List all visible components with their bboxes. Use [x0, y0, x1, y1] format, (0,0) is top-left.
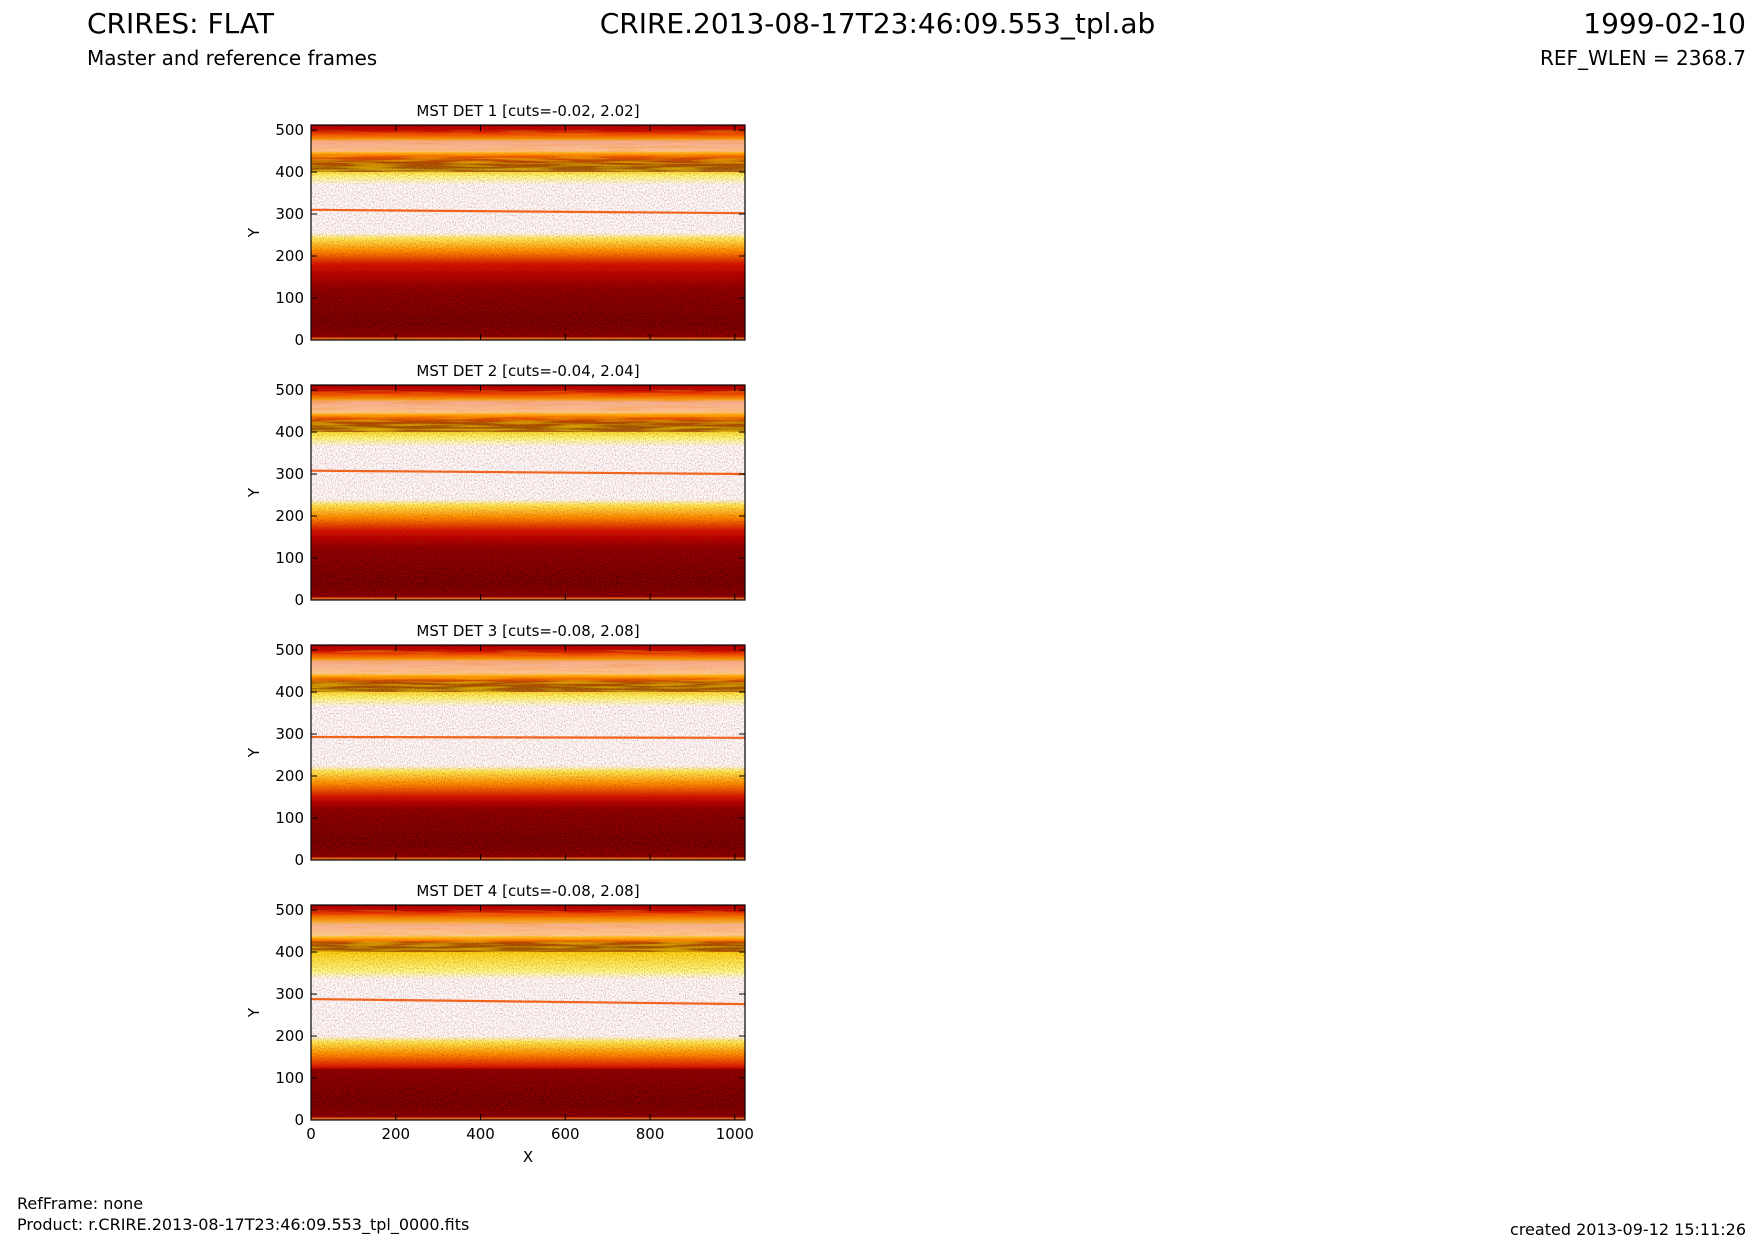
y-tick-label-1-300: 300 [275, 205, 304, 223]
image-stripes-3 [311, 650, 745, 693]
x-tick-label-4-600: 600 [551, 1125, 580, 1143]
ref-frame-note: RefFrame: none [17, 1194, 144, 1213]
slit-trace-3 [310, 735, 746, 739]
y-tick-label-4-0: 0 [294, 1111, 304, 1129]
y-axis-label-4: Y [245, 1007, 263, 1018]
panel-title-1: MST DET 1 [cuts=-0.02, 2.02] [416, 102, 639, 120]
bottom-edge-1 [311, 337, 745, 340]
bottom-edge-3 [311, 857, 745, 860]
y-axis-label-2: Y [245, 487, 263, 498]
x-tick-label-4-400: 400 [466, 1125, 495, 1143]
y-tick-label-4-400: 400 [275, 943, 304, 961]
detector-panel-2: MST DET 2 [cuts=-0.04, 2.04] 0 100 200 300 40… [245, 362, 746, 609]
y-tick-label-3-300: 300 [275, 725, 304, 743]
page-title: CRIRES: FLAT [87, 7, 274, 40]
y-tick-label-2-500: 500 [275, 381, 304, 399]
y-tick-label-3-0: 0 [294, 851, 304, 869]
y-axis-label-1: Y [245, 227, 263, 238]
slit-trace-2 [310, 469, 746, 476]
y-tick-label-4-200: 200 [275, 1027, 304, 1045]
product-filename: Product: r.CRIRE.2013-08-17T23:46:09.553… [17, 1215, 470, 1234]
image-stripes-4 [311, 910, 745, 953]
bottom-edge-4 [311, 1117, 745, 1120]
y-tick-label-1-500: 500 [275, 121, 304, 139]
panel-title-4: MST DET 4 [cuts=-0.08, 2.08] [416, 882, 639, 900]
image-stripes-2 [311, 390, 745, 433]
file-name: CRIRE.2013-08-17T23:46:09.553_tpl.ab [599, 7, 1156, 40]
x-tick-label-4-1000: 1000 [716, 1125, 754, 1143]
y-tick-label-2-300: 300 [275, 465, 304, 483]
slit-trace-1 [310, 208, 746, 215]
y-tick-label-1-100: 100 [275, 289, 304, 307]
axes-frame-4 [310, 904, 746, 1121]
x-tick-label-4-0: 0 [306, 1125, 316, 1143]
y-tick-label-3-200: 200 [275, 767, 304, 785]
detector-panel-1: MST DET 1 [cuts=-0.02, 2.02] 0 100 200 300 40… [245, 102, 746, 349]
y-tick-label-3-500: 500 [275, 641, 304, 659]
y-tick-label-2-0: 0 [294, 591, 304, 609]
y-axis-label-3: Y [245, 747, 263, 758]
y-tick-label-2-400: 400 [275, 423, 304, 441]
detector-panel-4: MST DET 4 [cuts=-0.08, 2.08] 0 100 200 300 40… [245, 882, 754, 1166]
panel-title-2: MST DET 2 [cuts=-0.04, 2.04] [416, 362, 639, 380]
y-tick-label-2-200: 200 [275, 507, 304, 525]
created-timestamp: created 2013-09-12 15:11:26 [1510, 1220, 1746, 1239]
axes-frame-3 [310, 644, 746, 861]
y-tick-label-3-400: 400 [275, 683, 304, 701]
axes-frame-2 [310, 384, 746, 601]
slit-trace-4 [310, 997, 746, 1006]
axes-frame-1 [310, 124, 746, 341]
detector-panel-3: MST DET 3 [cuts=-0.08, 2.08] 0 100 200 300 40… [245, 622, 746, 869]
x-tick-label-4-800: 800 [636, 1125, 665, 1143]
y-tick-label-1-0: 0 [294, 331, 304, 349]
reference-wavelength: REF_WLEN = 2368.7 [1539, 46, 1746, 70]
y-tick-label-2-100: 100 [275, 549, 304, 567]
x-tick-label-4-200: 200 [381, 1125, 410, 1143]
y-tick-label-1-400: 400 [275, 163, 304, 181]
y-tick-label-3-100: 100 [275, 809, 304, 827]
y-tick-label-4-100: 100 [275, 1069, 304, 1087]
observation-date: 1999-02-10 [1583, 7, 1746, 40]
panel-title-3: MST DET 3 [cuts=-0.08, 2.08] [416, 622, 639, 640]
image-stripes-1 [311, 130, 745, 173]
page-subtitle: Master and reference frames [87, 46, 378, 70]
y-tick-label-4-300: 300 [275, 985, 304, 1003]
y-tick-label-1-200: 200 [275, 247, 304, 265]
y-tick-label-4-500: 500 [275, 901, 304, 919]
x-axis-label-4: X [523, 1148, 533, 1166]
bottom-edge-2 [311, 597, 745, 600]
